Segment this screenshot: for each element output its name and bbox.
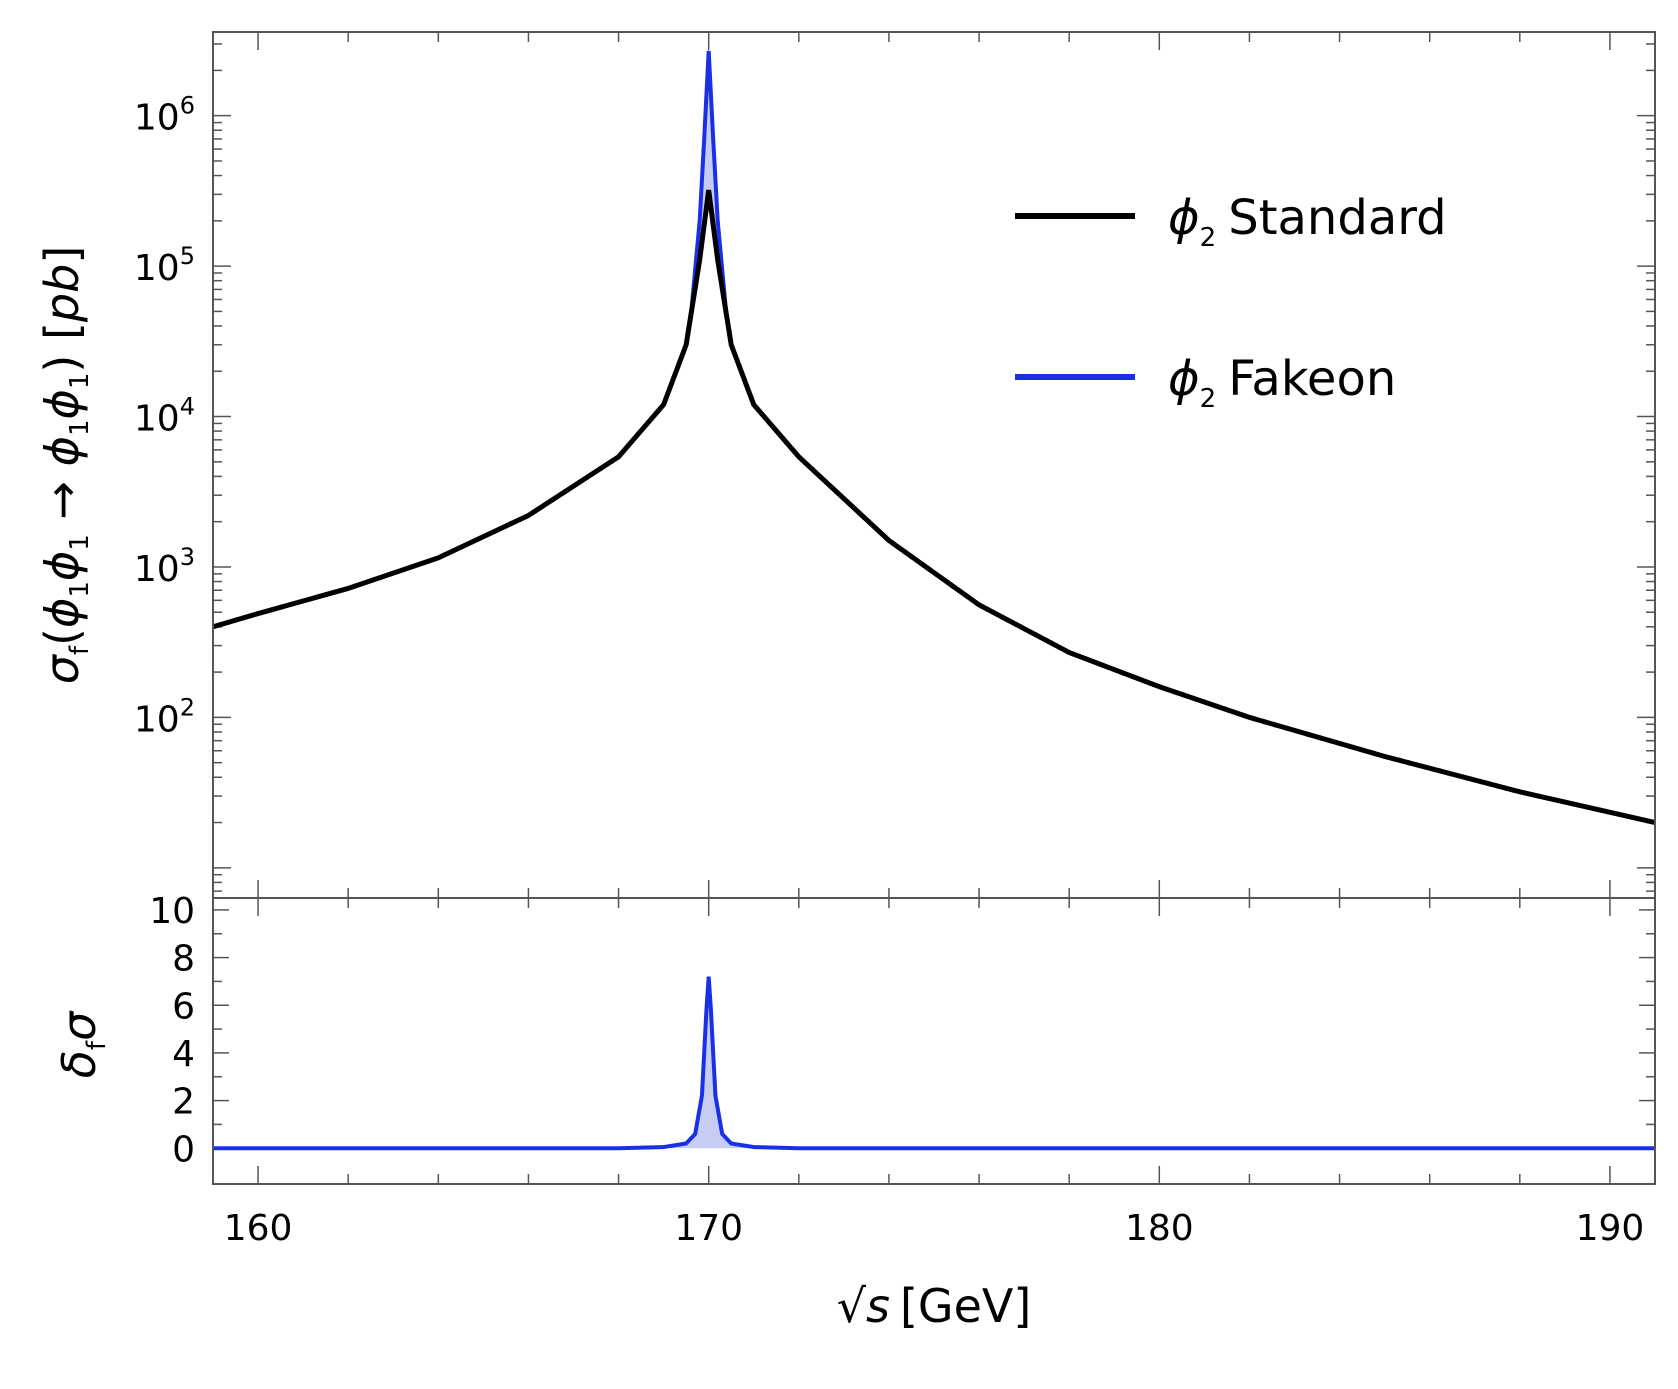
- legend-label-standard: ϕ2 Standard: [1168, 190, 1447, 253]
- legend: ϕ2 Standard ϕ2 Fakeon: [1015, 190, 1447, 414]
- ratio-y-axis-title: δfσ: [52, 1010, 112, 1078]
- legend-label-fakeon: ϕ2 Fakeon: [1168, 351, 1396, 414]
- ratio-plot-frame: [212, 897, 1656, 1185]
- x-tick-label: 170: [674, 1208, 743, 1249]
- ratio-y-tick-label: 10: [149, 891, 195, 932]
- standard-curve: [212, 189, 1656, 825]
- fakeon-curve: [688, 50, 729, 319]
- ratio-y-tick-label: 6: [172, 986, 195, 1027]
- x-tick-label: 160: [224, 1208, 293, 1249]
- ratio-y-tick-label: 4: [172, 1034, 195, 1075]
- ratio-y-tick-label: 0: [172, 1129, 195, 1170]
- main-y-axis-title: σf(ϕ1ϕ1 → ϕ1ϕ1) [pb]: [35, 246, 95, 685]
- x-axis-title: √s [GeV]: [837, 1279, 1032, 1333]
- main-y-tick-label: 104: [134, 393, 195, 440]
- ratio-y-tick-label: 8: [172, 939, 195, 980]
- tick-labels: 160 170 180 190 102 103 104 105 106 0 2 4 6 8 10: [134, 92, 1644, 1249]
- main-y-tick-label: 105: [134, 242, 195, 289]
- main-y-tick-label: 106: [134, 92, 195, 139]
- ratio-curve: [213, 976, 1655, 1151]
- main-y-tick-label: 102: [134, 693, 195, 740]
- x-tick-label: 190: [1576, 1208, 1645, 1249]
- main-y-tick-label: 103: [134, 543, 195, 590]
- tick-marks: [213, 32, 1655, 1184]
- x-tick-label: 180: [1125, 1208, 1194, 1249]
- ratio-y-tick-label: 2: [172, 1082, 195, 1123]
